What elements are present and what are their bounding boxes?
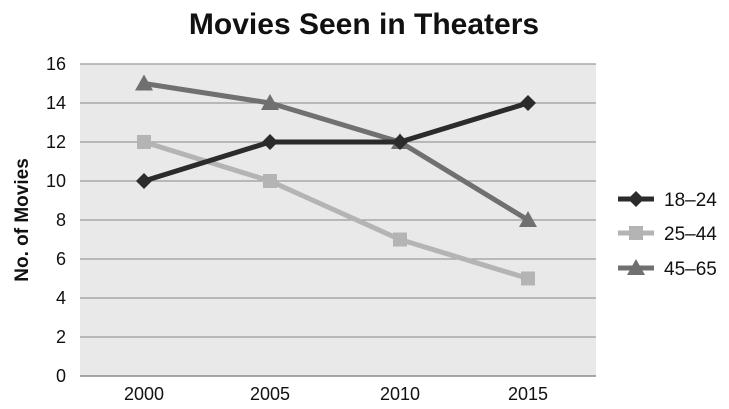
- legend-label: 25–44: [664, 224, 717, 245]
- x-tick-labels: 2000 2005 2010 2015: [124, 384, 548, 404]
- y-tick-label: 10: [46, 171, 66, 191]
- data-point: [519, 211, 537, 227]
- y-tick-label: 2: [56, 327, 66, 347]
- legend-item: 45–65: [618, 259, 717, 280]
- data-point: [392, 134, 408, 150]
- legend-marker: [629, 226, 643, 240]
- data-point: [137, 135, 151, 149]
- x-tick-label: 2010: [380, 384, 420, 404]
- x-tick-label: 2015: [508, 384, 548, 404]
- y-tick-labels: 0 2 4 6 8 10 12 14 16: [46, 54, 66, 386]
- y-tick-label: 16: [46, 54, 66, 74]
- data-point: [393, 232, 407, 247]
- series-line: [143, 100, 529, 184]
- y-axis-label: No. of Movies: [12, 158, 33, 282]
- y-tick-label: 0: [56, 366, 66, 386]
- legend: 18–24 25–44 45–65: [618, 190, 717, 280]
- y-tick-label: 4: [56, 288, 66, 308]
- data-point: [262, 134, 278, 150]
- series-1: [136, 95, 536, 189]
- series-lines: [135, 74, 537, 286]
- legend-item: 18–24: [618, 190, 717, 211]
- legend-marker: [628, 191, 644, 207]
- data-point: [263, 174, 277, 188]
- y-tick-label: 8: [56, 210, 66, 230]
- series-line: [143, 81, 530, 223]
- legend-item: 25–44: [618, 224, 717, 245]
- data-point: [521, 271, 535, 286]
- data-point: [261, 94, 279, 110]
- y-tick-label: 14: [46, 93, 66, 113]
- data-point: [135, 74, 153, 91]
- chart-title: Movies Seen in Theaters: [189, 8, 539, 41]
- y-tick-label: 12: [46, 132, 66, 152]
- legend-label: 45–65: [664, 259, 717, 280]
- legend-label: 18–24: [664, 190, 717, 211]
- data-point: [136, 173, 152, 189]
- y-tick-label: 6: [56, 249, 66, 269]
- x-tick-label: 2005: [250, 384, 290, 404]
- data-point: [520, 95, 536, 111]
- legend-marker: [627, 259, 645, 275]
- x-tick-label: 2000: [124, 384, 164, 404]
